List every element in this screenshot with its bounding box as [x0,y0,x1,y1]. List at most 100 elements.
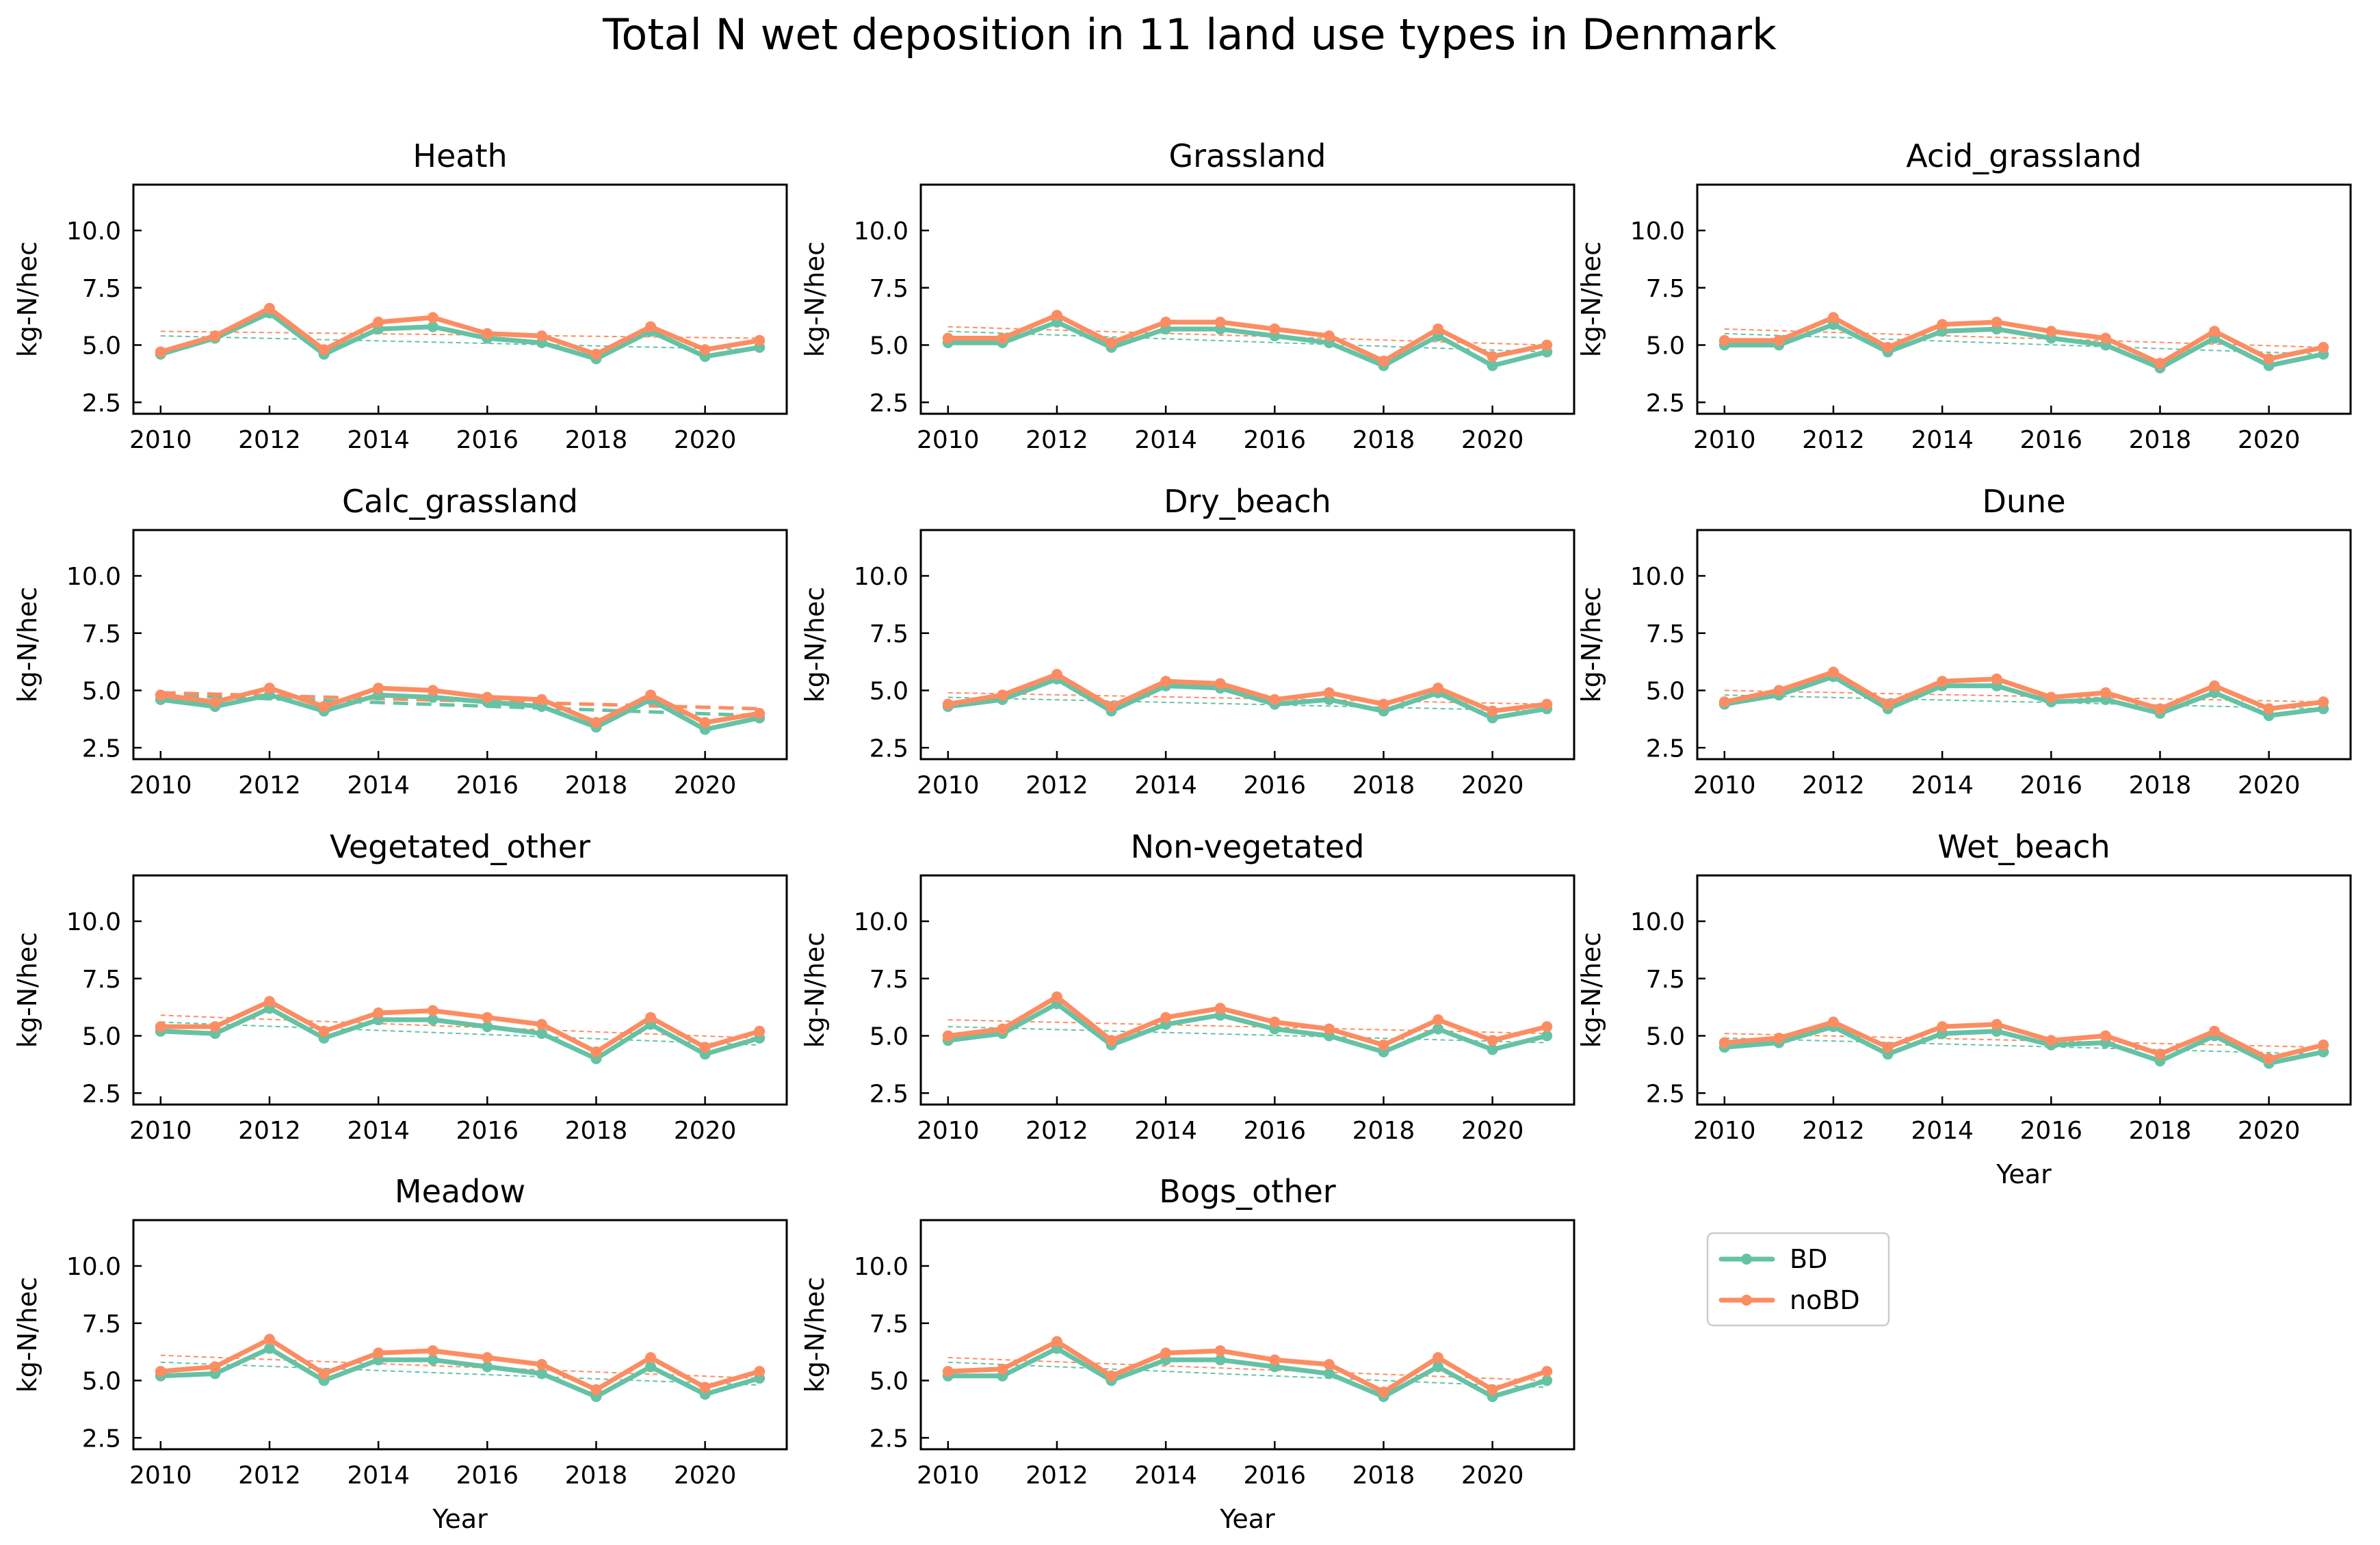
non-vegetated-point-bd [1433,1023,1444,1035]
meadow-point-nobd [699,1382,711,1393]
meadow-point-nobd [373,1347,384,1359]
vegetated-other-point-nobd [645,1012,657,1023]
dry-beach-point-nobd [942,698,954,710]
dry-beach-subplot-title: Dry_beach [1164,483,1331,520]
non-vegetated-x-tick-label: 2012 [1025,1117,1088,1145]
calc-grassland-series-line-nobd [158,685,762,725]
meadow-x-tick-label: 2012 [238,1462,301,1490]
grassland-y-tick-label: 7.5 [869,275,908,303]
dune-subplot-title: Dune [1982,483,2065,520]
grassland-point-nobd [1323,330,1335,342]
wet-beach-point-nobd [2318,1039,2329,1051]
bogs-other-point-nobd [1323,1359,1335,1371]
non-vegetated-x-tick-label: 2018 [1352,1117,1415,1145]
meadow-point-bd [427,1354,439,1366]
bogs-other-trend-nobd [947,1357,1547,1382]
acid-grassland-trend-bd [1724,332,2324,355]
vegetated-other-point-bd [482,1021,493,1033]
acid-grassland-point-nobd [2100,332,2111,344]
meadow-x-tick-label: 2018 [565,1462,628,1490]
wet-beach-series-line-nobd [1722,1019,2326,1061]
vegetated-other-point-bd [427,1014,439,1026]
grassland-y-axis-label: kg-N/hec [800,241,830,357]
wet-beach-point-nobd [2100,1030,2111,1042]
acid-grassland-axes-frame [1696,183,2352,415]
calc-grassland-point-nobd [699,717,711,728]
heath-point-nobd [209,330,221,342]
heath-x-tick-label: 2020 [674,426,737,454]
vegetated-other-trend-nobd [160,1014,760,1039]
non-vegetated-point-nobd [1214,1003,1226,1014]
calc-grassland-x-tick-label: 2018 [565,771,628,800]
wet-beach-axes-frame [1696,874,2352,1106]
non-vegetated-point-nobd [1269,1016,1281,1028]
dry-beach-point-nobd [1214,678,1226,689]
meadow-point-bd [536,1368,547,1379]
dune-y-tick-label: 5.0 [1646,678,1685,706]
non-vegetated-series-line-nobd [945,994,1549,1048]
wet-beach-point-nobd [1718,1037,1730,1048]
calc-grassland-point-nobd [482,691,493,703]
acid-grassland-series-line-nobd [1722,315,2326,366]
subplot-calc-grassland: Calc_grassland kg-N/hec 2.5 5.0 7.5 10.0 2010 2… [12,483,788,800]
meadow-subplot-title: Meadow [395,1173,525,1210]
calc-grassland-subplot-title: Calc_grassland [342,483,578,520]
heath-point-nobd [318,344,330,356]
meadow-y-tick-label: 10.0 [66,1253,121,1281]
acid-grassland-point-nobd [1827,312,1839,323]
bogs-other-point-nobd [1160,1347,1172,1359]
heath-point-nobd [427,312,439,323]
vegetated-other-point-nobd [590,1046,602,1057]
grassland-point-nobd [1051,309,1062,321]
vegetated-other-point-nobd [155,1021,166,1033]
heath-point-nobd [754,334,766,346]
wet-beach-point-nobd [2154,1048,2166,1060]
heath-point-nobd [699,344,711,356]
vegetated-other-x-tick-label: 2010 [129,1117,192,1145]
bogs-other-series-line-nobd [945,1339,1549,1395]
heath-x-tick-label: 2018 [565,426,628,454]
heath-point-nobd [482,328,493,339]
meadow-point-nobd [427,1345,439,1356]
meadow-y-tick-label: 2.5 [82,1425,121,1453]
wet-beach-point-nobd [2045,1035,2057,1046]
bogs-other-point-nobd [1433,1352,1444,1363]
grassland-x-tick-label: 2012 [1025,426,1088,454]
bogs-other-y-tick-label: 7.5 [869,1310,908,1338]
vegetated-other-x-tick-label: 2016 [456,1117,519,1145]
dry-beach-x-tick-label: 2018 [1352,771,1415,800]
acid-grassland-x-tick-label: 2010 [1693,426,1756,454]
heath-y-tick-label: 5.0 [82,332,121,360]
non-vegetated-point-nobd [942,1030,954,1042]
wet-beach-x-axis-label: Year [1996,1159,2052,1189]
meadow-point-bd [482,1361,493,1373]
meadow-point-bd [645,1361,657,1373]
wet-beach-series-line-bd [1722,1024,2326,1066]
wet-beach-x-tick-label: 2014 [1911,1117,1974,1145]
calc-grassland-point-nobd [263,683,275,694]
vegetated-other-x-tick-label: 2020 [674,1117,737,1145]
meadow-x-tick-label: 2010 [129,1462,192,1490]
bogs-other-x-tick-label: 2020 [1461,1462,1524,1490]
calc-grassland-point-nobd [155,689,166,701]
wet-beach-point-nobd [1991,1018,2002,1030]
meadow-series-line-nobd [158,1336,762,1392]
non-vegetated-trend-nobd [947,1019,1547,1035]
acid-grassland-x-tick-label: 2012 [1802,426,1865,454]
vegetated-other-x-tick-label: 2012 [238,1117,301,1145]
acid-grassland-point-nobd [1937,319,1948,330]
grassland-point-nobd [1487,351,1498,362]
dry-beach-x-tick-label: 2010 [917,771,980,800]
wet-beach-y-tick-label: 2.5 [1646,1080,1685,1108]
bogs-other-point-nobd [942,1366,954,1377]
vegetated-other-x-tick-label: 2014 [347,1117,410,1145]
bogs-other-point-nobd [1541,1366,1553,1377]
grassland-x-tick-label: 2016 [1243,426,1306,454]
wet-beach-x-tick-label: 2016 [2019,1117,2082,1145]
non-vegetated-point-nobd [1433,1014,1444,1026]
non-vegetated-y-tick-label: 2.5 [869,1080,908,1108]
non-vegetated-series-line-bd [945,1001,1549,1055]
bogs-other-y-tick-label: 10.0 [854,1253,908,1281]
dune-x-tick-label: 2018 [2129,771,2192,800]
dune-point-nobd [1937,676,1948,687]
